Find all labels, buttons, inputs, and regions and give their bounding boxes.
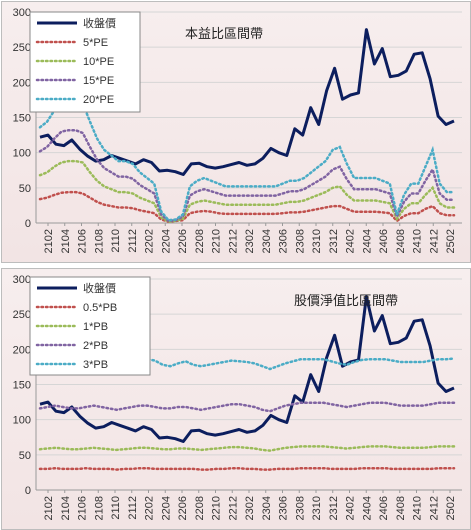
series-line (38, 159, 456, 223)
y-tick-label: 0 (25, 485, 31, 497)
x-tick-label: 2202 (144, 496, 156, 520)
x-tick-label: 2212 (227, 229, 239, 253)
x-tick-label: 2112 (127, 496, 139, 520)
y-tick-label: 150 (13, 380, 31, 392)
x-tick-label: 2412 (428, 229, 440, 253)
x-tick-label: 2206 (177, 496, 189, 520)
x-tick-label: 2308 (294, 229, 306, 253)
y-tick-label: 250 (13, 309, 31, 321)
pb-band-chart: 0 50 100 150 200 250 300 2102 2104 2106 2108 2110 2… (13, 274, 462, 520)
series-line (38, 97, 456, 222)
x-tick-label: 2310 (311, 496, 323, 520)
y-tick-label: 300 (13, 274, 31, 286)
x-tick-label: 2402 (345, 496, 357, 520)
series-line (38, 445, 456, 452)
x-tick-label: 2410 (412, 496, 424, 520)
x-tick-label: 2108 (93, 229, 105, 253)
legend-label: 1*PB (83, 321, 108, 333)
x-tick-label: 2210 (211, 496, 223, 520)
x-tick-label: 2404 (361, 496, 373, 520)
x-tick-label: 2312 (328, 229, 340, 253)
x-tick-label: 2408 (395, 229, 407, 253)
series-line (38, 466, 456, 471)
x-tick-label: 2104 (60, 229, 72, 253)
x-tick-label: 2204 (160, 229, 172, 253)
x-tick-label: 2302 (244, 229, 256, 253)
legend-label: 2*PB (83, 340, 108, 352)
x-tick-label: 2304 (261, 229, 273, 253)
legend-label: 0.5*PB (83, 302, 117, 314)
x-tick-label: 2202 (144, 229, 156, 253)
y-tick-label: 200 (13, 344, 31, 356)
x-tick-label: 2106 (77, 496, 89, 520)
x-tick-label: 2104 (60, 496, 72, 520)
x-tick-label: 2206 (177, 229, 189, 253)
y-tick-label: 100 (13, 148, 31, 160)
chart-title: 本益比區間帶 (185, 26, 263, 41)
x-tick-label: 2306 (278, 229, 290, 253)
x-tick-label: 2406 (378, 229, 390, 253)
x-tick-label: 2306 (278, 496, 290, 520)
pb-band-chart-panel: 0 50 100 150 200 250 300 2102 2104 2106 2108 2110 2… (1, 268, 471, 530)
y-tick-label: 200 (13, 77, 31, 89)
x-tick-label: 2106 (77, 229, 89, 253)
legend-label: 收盤價 (83, 16, 116, 30)
x-tick-label: 2406 (378, 496, 390, 520)
pe-band-chart: 0 50 100 150 200 250 300 2102 2104 2106 2108 2110 2… (13, 7, 462, 253)
series-line (38, 401, 456, 413)
x-tick-label: 2304 (261, 496, 273, 520)
series-line (39, 295, 455, 443)
x-tick-label: 2208 (194, 496, 206, 520)
series-line (38, 190, 456, 223)
x-tick-label: 2404 (361, 229, 373, 253)
y-tick-label: 300 (13, 7, 31, 19)
series-line (38, 128, 456, 223)
x-tick-label: 2308 (294, 496, 306, 520)
x-tick-label: 2102 (43, 229, 55, 253)
legend-label: 15*PE (83, 75, 114, 87)
x-tick-label: 2210 (211, 229, 223, 253)
y-tick-label: 150 (13, 113, 31, 125)
x-tick-label: 2310 (311, 229, 323, 253)
x-tick-label: 2502 (445, 229, 457, 253)
x-tick-label: 2412 (428, 496, 440, 520)
x-tick-label: 2102 (43, 496, 55, 520)
chart-title: 股價淨值比區間帶 (294, 293, 398, 308)
y-tick-label: 250 (13, 42, 31, 54)
x-tick-label: 2502 (445, 496, 457, 520)
y-tick-label: 50 (19, 183, 31, 195)
x-tick-label: 2110 (110, 229, 122, 253)
legend-label: 5*PE (83, 37, 108, 49)
x-tick-label: 2312 (328, 496, 340, 520)
x-tick-label: 2402 (345, 229, 357, 253)
x-tick-label: 2408 (395, 496, 407, 520)
y-tick-label: 100 (13, 415, 31, 427)
legend-box (29, 11, 141, 113)
legend-label: 10*PE (83, 56, 114, 68)
y-tick-label: 0 (25, 218, 31, 230)
y-tick-label: 50 (19, 450, 31, 462)
x-tick-label: 2410 (412, 229, 424, 253)
x-tick-label: 2204 (160, 496, 172, 520)
series-line (39, 28, 455, 176)
x-tick-label: 2212 (227, 496, 239, 520)
legend-label: 3*PB (83, 359, 108, 371)
x-tick-label: 2208 (194, 229, 206, 253)
legend-label: 收盤價 (83, 281, 116, 295)
pe-band-chart-panel: 0 50 100 150 200 250 300 2102 2104 2106 2108 2110 2… (1, 1, 471, 263)
x-tick-label: 2108 (93, 496, 105, 520)
legend-label: 20*PE (83, 94, 114, 106)
x-tick-label: 2110 (110, 496, 122, 520)
x-tick-label: 2112 (127, 229, 139, 253)
x-tick-label: 2302 (244, 496, 256, 520)
